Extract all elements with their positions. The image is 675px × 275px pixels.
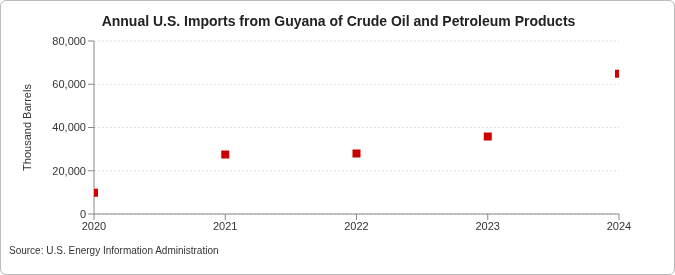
svg-text:60,000: 60,000 <box>52 78 86 90</box>
svg-text:Thousand Barrels: Thousand Barrels <box>21 84 33 171</box>
svg-text:2020: 2020 <box>82 220 106 232</box>
svg-text:80,000: 80,000 <box>52 35 86 47</box>
svg-text:0: 0 <box>80 208 86 220</box>
svg-text:2021: 2021 <box>213 220 237 232</box>
svg-text:2024: 2024 <box>607 220 631 232</box>
svg-text:2023: 2023 <box>476 220 500 232</box>
svg-text:40,000: 40,000 <box>52 121 86 133</box>
html-text:Source: U.S. Energy Informatio: Source: U.S. Energy Information Administ… <box>9 245 219 256</box>
html-text:Annual U.S. Imports from Guyan: Annual U.S. Imports from Guyana of Crude… <box>101 13 576 29</box>
svg-text:2022: 2022 <box>344 220 368 232</box>
svg-text:20,000: 20,000 <box>52 165 86 177</box>
